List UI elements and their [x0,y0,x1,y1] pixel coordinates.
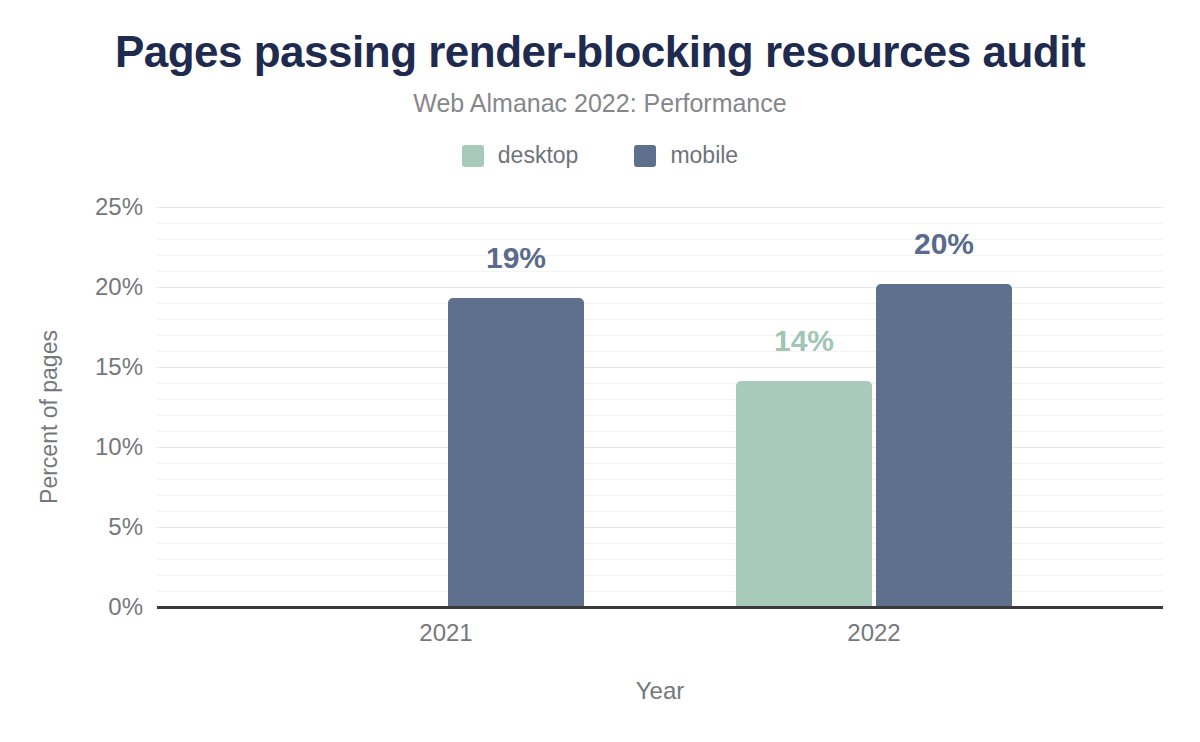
chart-subtitle: Web Almanac 2022: Performance [0,88,1200,118]
y-tick-label: 15% [95,355,143,379]
bar-value-label-mobile-2022: 20% [864,226,1024,262]
legend-label-desktop: desktop [498,142,579,169]
bar-desktop-2022[interactable] [736,381,872,607]
bar-value-label-desktop-2022: 14% [724,323,884,359]
bar-value-label-mobile-2021: 19% [436,240,596,276]
chart-title: Pages passing render-blocking resources … [0,28,1200,76]
y-tick-label: 0% [108,595,143,619]
chart-figure: Pages passing render-blocking resources … [0,0,1200,742]
y-tick-label: 5% [108,515,143,539]
legend-item-desktop[interactable]: desktop [462,142,579,169]
y-tick-label: 20% [95,275,143,299]
x-axis-title: Year [636,677,685,705]
x-axis-line [157,606,1163,609]
y-axis-title: Percent of pages [36,330,63,504]
legend-swatch-desktop [462,145,484,167]
legend: desktop mobile [0,142,1200,169]
x-tick-label-2021: 2021 [419,621,472,645]
plot-area: 0%5%10%15%20%25%2021202214%19%20% [157,207,1163,607]
legend-item-mobile[interactable]: mobile [634,142,738,169]
x-tick-label-2022: 2022 [847,621,900,645]
legend-label-mobile: mobile [670,142,738,169]
y-tick-label: 10% [95,435,143,459]
y-tick-label: 25% [95,195,143,219]
bar-mobile-2021[interactable] [448,298,584,607]
legend-swatch-mobile [634,145,656,167]
bar-mobile-2022[interactable] [876,284,1012,607]
